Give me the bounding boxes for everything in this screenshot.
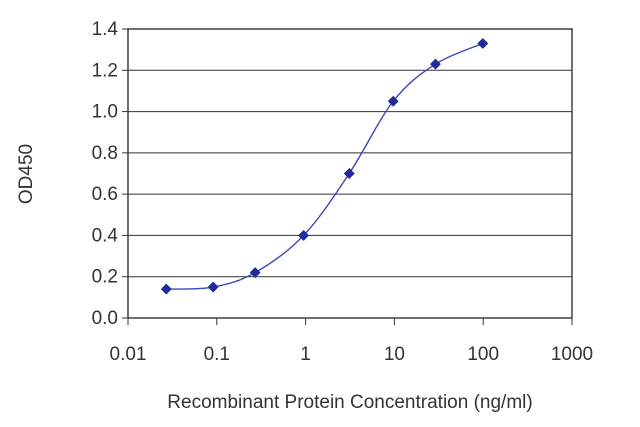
y-tick-label: 1.2 xyxy=(92,60,118,81)
x-tick-label: 1000 xyxy=(551,344,593,365)
y-tick-label: 1.0 xyxy=(92,102,118,123)
fit-curve xyxy=(166,42,484,290)
x-axis-ticks: 0.01 0.1 1 10 100 1000 xyxy=(110,318,593,365)
data-point xyxy=(429,58,442,70)
x-tick-label: 0.01 xyxy=(110,344,147,365)
y-tick-label: 1.4 xyxy=(92,19,119,40)
data-point xyxy=(343,167,355,180)
data-point xyxy=(249,267,261,279)
x-tick-label: 0.1 xyxy=(204,344,230,365)
data-point xyxy=(207,281,219,293)
y-tick-label: 0.0 xyxy=(92,308,118,329)
x-tick-label: 10 xyxy=(384,344,405,365)
data-points xyxy=(160,37,489,295)
data-point xyxy=(298,229,310,241)
y-tick-label: 0.6 xyxy=(92,184,118,205)
gridlines xyxy=(128,69,572,278)
data-point xyxy=(387,95,399,107)
data-point xyxy=(477,37,489,50)
y-tick-label: 0.4 xyxy=(92,225,119,246)
y-axis-title: OD450 xyxy=(16,144,37,204)
y-axis-ticks: 0.0 0.2 0.4 0.6 0.8 1.0 1.2 1.4 xyxy=(92,19,128,329)
x-tick-label: 1 xyxy=(300,344,311,365)
x-tick-label: 100 xyxy=(467,344,499,365)
x-axis-title: Recombinant Protein Concentration (ng/ml… xyxy=(167,392,532,413)
y-tick-label: 0.2 xyxy=(92,267,118,288)
y-tick-label: 0.8 xyxy=(92,143,118,164)
data-point xyxy=(160,283,172,295)
